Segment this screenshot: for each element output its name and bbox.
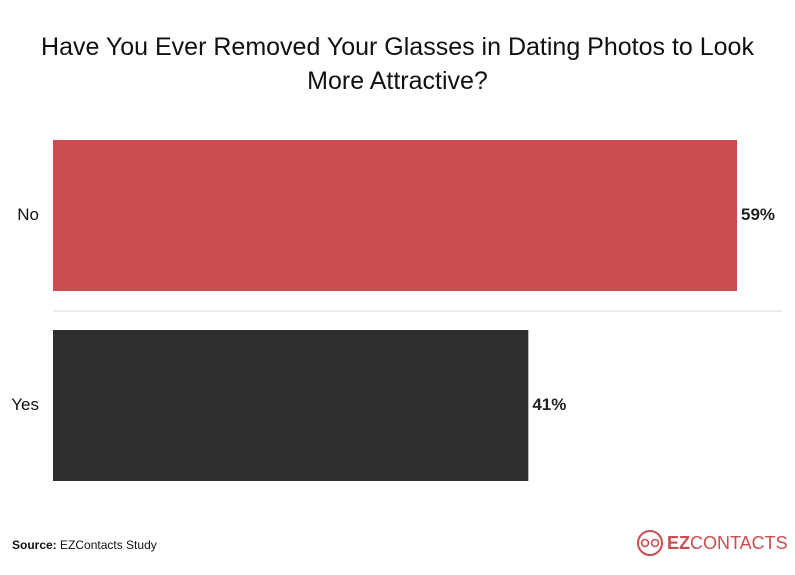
source: Source: EZContacts Study — [12, 538, 157, 552]
category-label: Yes — [11, 395, 39, 414]
logo-icon — [640, 538, 650, 548]
logo-icon — [637, 530, 663, 556]
source-text: EZContacts Study — [60, 538, 157, 552]
chart-title: Have You Ever Removed Your Glasses in Da… — [41, 33, 754, 95]
bar — [53, 330, 529, 481]
logo-bold: EZ — [667, 533, 690, 553]
value-label: 41% — [532, 395, 566, 414]
bar — [53, 140, 737, 291]
category-label: No — [17, 205, 39, 224]
logo-icon — [650, 538, 660, 548]
value-label: 59% — [741, 205, 775, 224]
logo-text: EZCONTACTS — [667, 533, 788, 553]
source-label: Source: — [12, 538, 57, 552]
logo: EZCONTACTS — [637, 530, 788, 556]
logo-rest: CONTACTS — [690, 533, 788, 553]
